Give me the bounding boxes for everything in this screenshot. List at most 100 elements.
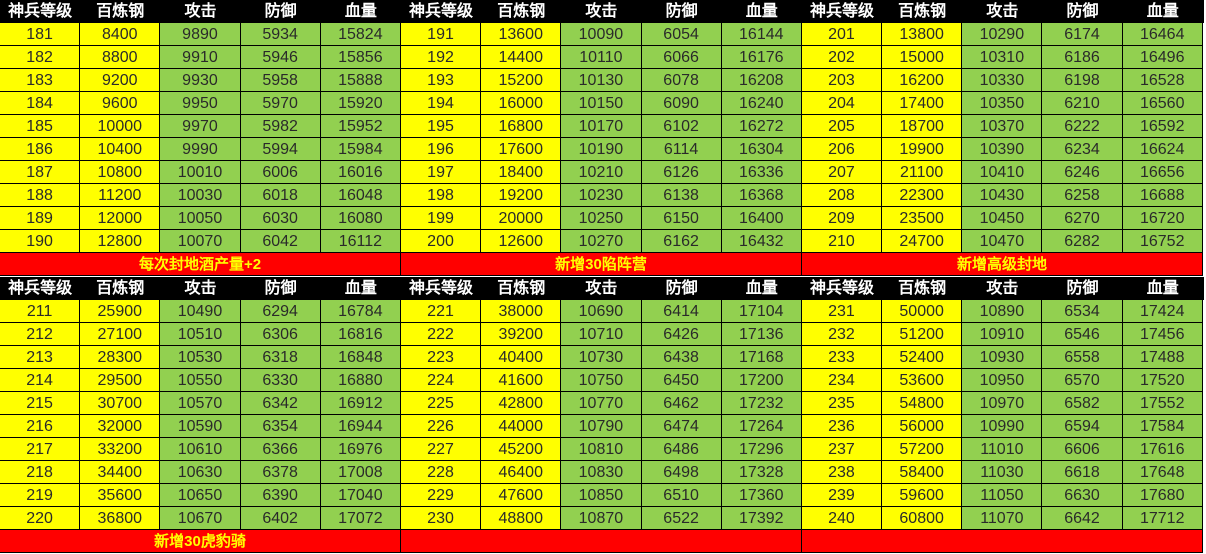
table-cell[interactable]: 10930 xyxy=(962,346,1043,369)
column-header[interactable]: 血量 xyxy=(1146,280,1179,297)
table-cell[interactable]: 47600 xyxy=(481,484,562,507)
table-cell[interactable]: 16336 xyxy=(721,161,802,184)
banner-note[interactable]: 新增30陷阵营 xyxy=(401,253,802,276)
table-cell[interactable]: 51200 xyxy=(882,323,963,346)
table-cell[interactable]: 16432 xyxy=(721,230,802,253)
table-cell[interactable]: 10590 xyxy=(160,415,241,438)
table-cell[interactable]: 16200 xyxy=(882,69,963,92)
table-cell[interactable]: 32000 xyxy=(80,415,161,438)
column-header[interactable]: 神兵等级 xyxy=(809,3,874,20)
column-header[interactable]: 神兵等级 xyxy=(8,3,73,20)
table-cell[interactable]: 10450 xyxy=(962,207,1043,230)
table-cell[interactable]: 16496 xyxy=(1122,46,1203,69)
column-header[interactable]: 攻击 xyxy=(986,280,1019,297)
table-cell[interactable]: 215 xyxy=(0,392,81,415)
table-cell[interactable]: 6390 xyxy=(240,484,321,507)
table-cell[interactable]: 226 xyxy=(400,415,482,438)
table-cell[interactable]: 13600 xyxy=(481,23,562,46)
table-cell[interactable]: 6342 xyxy=(240,392,321,415)
table-cell[interactable]: 16176 xyxy=(721,46,802,69)
banner-note[interactable]: 新增高级封地 xyxy=(802,253,1203,276)
table-cell[interactable]: 6186 xyxy=(1042,46,1123,69)
table-cell[interactable]: 16400 xyxy=(721,207,802,230)
table-cell[interactable]: 40400 xyxy=(481,346,562,369)
table-cell[interactable]: 41600 xyxy=(481,369,562,392)
table-cell[interactable]: 17360 xyxy=(721,484,802,507)
table-cell[interactable]: 15824 xyxy=(320,23,401,46)
table-cell[interactable]: 234 xyxy=(801,369,883,392)
table-cell[interactable]: 182 xyxy=(0,46,81,69)
table-cell[interactable]: 190 xyxy=(0,230,81,253)
table-cell[interactable]: 10690 xyxy=(561,300,642,323)
table-cell[interactable]: 181 xyxy=(0,23,81,46)
table-cell[interactable]: 17456 xyxy=(1122,323,1203,346)
table-cell[interactable]: 10370 xyxy=(962,115,1043,138)
table-cell[interactable]: 6270 xyxy=(1042,207,1123,230)
table-cell[interactable]: 17392 xyxy=(721,507,802,530)
table-cell[interactable]: 6282 xyxy=(1042,230,1123,253)
table-cell[interactable]: 9910 xyxy=(160,46,241,69)
table-cell[interactable]: 17104 xyxy=(721,300,802,323)
table-cell[interactable]: 16208 xyxy=(721,69,802,92)
table-cell[interactable]: 10000 xyxy=(80,115,161,138)
table-cell[interactable]: 6558 xyxy=(1042,346,1123,369)
table-cell[interactable]: 54800 xyxy=(882,392,963,415)
table-cell[interactable]: 5982 xyxy=(240,115,321,138)
table-cell[interactable]: 42800 xyxy=(481,392,562,415)
table-cell[interactable]: 16976 xyxy=(320,438,401,461)
table-cell[interactable]: 11010 xyxy=(962,438,1043,461)
table-cell[interactable]: 221 xyxy=(400,300,482,323)
column-header[interactable]: 百炼钢 xyxy=(96,280,145,297)
table-cell[interactable]: 10270 xyxy=(561,230,642,253)
table-cell[interactable]: 6246 xyxy=(1042,161,1123,184)
table-cell[interactable]: 10110 xyxy=(561,46,642,69)
table-cell[interactable]: 10630 xyxy=(160,461,241,484)
table-cell[interactable]: 6066 xyxy=(641,46,722,69)
table-cell[interactable]: 6114 xyxy=(641,138,722,161)
table-cell[interactable]: 12000 xyxy=(80,207,161,230)
table-cell[interactable]: 10790 xyxy=(561,415,642,438)
table-cell[interactable]: 10750 xyxy=(561,369,642,392)
table-cell[interactable]: 10290 xyxy=(962,23,1043,46)
table-cell[interactable]: 6126 xyxy=(641,161,722,184)
table-cell[interactable]: 10490 xyxy=(160,300,241,323)
table-cell[interactable]: 220 xyxy=(0,507,81,530)
table-cell[interactable]: 10310 xyxy=(962,46,1043,69)
table-cell[interactable]: 6030 xyxy=(240,207,321,230)
table-cell[interactable]: 6162 xyxy=(641,230,722,253)
table-cell[interactable]: 6258 xyxy=(1042,184,1123,207)
table-cell[interactable]: 59600 xyxy=(882,484,963,507)
table-cell[interactable]: 10970 xyxy=(962,392,1043,415)
table-cell[interactable]: 16080 xyxy=(320,207,401,230)
table-cell[interactable]: 28300 xyxy=(80,346,161,369)
table-cell[interactable]: 224 xyxy=(400,369,482,392)
table-cell[interactable]: 16368 xyxy=(721,184,802,207)
table-cell[interactable]: 34400 xyxy=(80,461,161,484)
table-cell[interactable]: 16656 xyxy=(1122,161,1203,184)
table-cell[interactable]: 233 xyxy=(801,346,883,369)
table-cell[interactable]: 10870 xyxy=(561,507,642,530)
table-cell[interactable]: 15856 xyxy=(320,46,401,69)
table-cell[interactable]: 22300 xyxy=(882,184,963,207)
table-cell[interactable]: 211 xyxy=(0,300,81,323)
table-cell[interactable]: 16528 xyxy=(1122,69,1203,92)
table-cell[interactable]: 6018 xyxy=(240,184,321,207)
table-cell[interactable]: 53600 xyxy=(882,369,963,392)
table-cell[interactable]: 35600 xyxy=(80,484,161,507)
table-cell[interactable]: 6618 xyxy=(1042,461,1123,484)
table-cell[interactable]: 188 xyxy=(0,184,81,207)
table-cell[interactable]: 6474 xyxy=(641,415,722,438)
table-cell[interactable]: 12600 xyxy=(481,230,562,253)
table-cell[interactable]: 16000 xyxy=(481,92,562,115)
table-cell[interactable]: 17168 xyxy=(721,346,802,369)
table-cell[interactable]: 16144 xyxy=(721,23,802,46)
table-cell[interactable]: 16112 xyxy=(320,230,401,253)
table-cell[interactable]: 17264 xyxy=(721,415,802,438)
table-cell[interactable]: 16016 xyxy=(320,161,401,184)
table-cell[interactable]: 235 xyxy=(801,392,883,415)
column-header[interactable]: 血量 xyxy=(344,3,377,20)
table-cell[interactable]: 10850 xyxy=(561,484,642,507)
table-cell[interactable]: 50000 xyxy=(882,300,963,323)
banner-note[interactable] xyxy=(802,530,1203,553)
table-cell[interactable]: 30700 xyxy=(80,392,161,415)
